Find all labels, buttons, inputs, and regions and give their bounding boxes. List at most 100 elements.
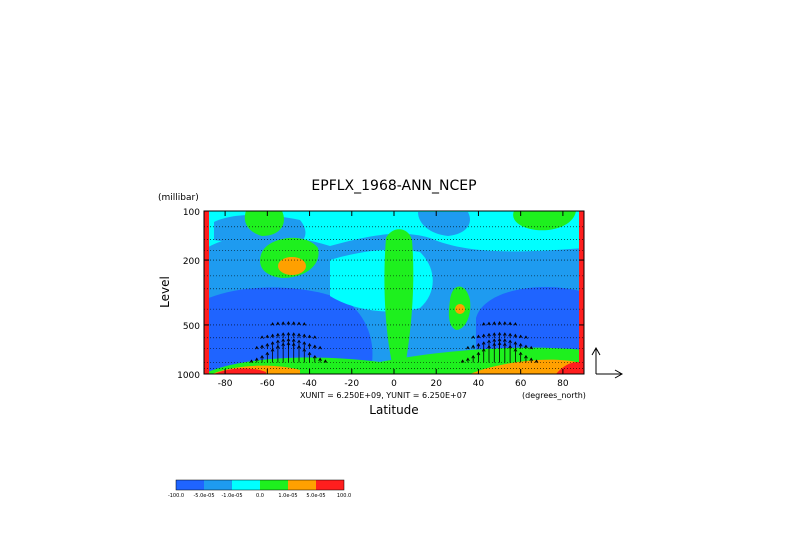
x-tick-label: -60 xyxy=(260,379,275,389)
legend-swatch xyxy=(204,480,232,490)
y-tick-label: 1000 xyxy=(177,371,200,381)
contour-green-upper-sh xyxy=(244,211,284,236)
contour-surface-red xyxy=(214,362,584,374)
legend-label: 1.0e-05 xyxy=(278,493,297,499)
y-tick-label: 200 xyxy=(183,257,200,267)
contour-surface-orange xyxy=(212,359,584,374)
flux-vector-head xyxy=(286,332,291,336)
flux-vector-head xyxy=(307,342,312,347)
flux-vector-head xyxy=(502,332,507,336)
flux-vector-head xyxy=(307,351,312,356)
flux-vector-head xyxy=(497,332,502,336)
legend-label: -5.0e-05 xyxy=(194,493,215,499)
legend-swatch xyxy=(176,480,204,490)
flux-vector-head xyxy=(302,341,307,345)
x-tick-label: 60 xyxy=(515,379,527,389)
legend-swatch xyxy=(260,480,288,490)
flux-vector-head xyxy=(466,357,470,362)
y-axis-label: Level xyxy=(158,276,172,308)
legend-swatch xyxy=(232,480,260,490)
flux-vector-head xyxy=(460,359,465,363)
contour-cyan-mid xyxy=(330,249,433,312)
flux-vector-head xyxy=(307,334,312,339)
flux-vector-head xyxy=(513,341,518,345)
flux-vector-head xyxy=(529,357,534,362)
legend-frame xyxy=(175,479,345,491)
flux-vector-head xyxy=(318,357,322,362)
flux-vector-head xyxy=(524,335,528,339)
x-tick-label: 80 xyxy=(557,379,569,389)
contour-green-equator xyxy=(384,229,414,372)
flux-vector-head xyxy=(265,342,270,347)
flux-vector-head xyxy=(502,338,507,342)
flux-vector-head xyxy=(312,335,317,339)
contour-orange-sh xyxy=(278,257,306,275)
flux-vector-head xyxy=(276,321,280,326)
flux-vector-head xyxy=(481,322,486,326)
flux-vector-head xyxy=(302,333,307,338)
flux-vector-head xyxy=(270,322,275,326)
flux-vector-head xyxy=(297,339,301,344)
flux-vector-head xyxy=(323,359,328,363)
flux-vector-head xyxy=(270,348,275,352)
y-tick-label: 100 xyxy=(183,208,200,218)
legend-label: 5.0e-05 xyxy=(306,493,325,499)
flux-vector-head xyxy=(281,338,286,342)
flux-vector-head xyxy=(492,321,497,325)
flux-vector-head xyxy=(502,321,507,325)
contour-blue-upper-eq xyxy=(418,212,470,236)
flux-vector-head xyxy=(297,332,301,337)
flux-vector-head xyxy=(524,344,528,349)
flux-vector-head xyxy=(260,344,264,349)
x-axis-unit: (degrees_north) xyxy=(522,391,586,400)
flux-vector-head xyxy=(518,342,523,347)
x-axis-ticks: -80 -60 -40 -20 0 20 40 60 80 xyxy=(218,211,569,389)
flux-vector-head xyxy=(497,321,502,325)
flux-vector-head xyxy=(312,354,317,359)
flux-vector-head xyxy=(492,338,497,342)
flux-vector-head xyxy=(513,333,518,338)
x-tick-label: -20 xyxy=(344,379,359,389)
flux-vector-head xyxy=(471,335,476,339)
flux-vector-head xyxy=(471,354,476,359)
flux-vector-head xyxy=(265,351,270,356)
flux-vector-head xyxy=(291,332,296,336)
flux-vector-head xyxy=(518,334,523,339)
flux-vector-head xyxy=(524,354,528,359)
flux-vector-head xyxy=(487,332,491,337)
contour-green-upper-nh xyxy=(513,211,576,231)
contour-south-pole-edge xyxy=(204,211,209,374)
x-tick-label: -40 xyxy=(302,379,317,389)
ep-flux-vectors xyxy=(249,321,539,363)
flux-vector-head xyxy=(276,332,280,337)
flux-vector-head xyxy=(487,339,491,344)
flux-vector-head xyxy=(476,351,481,356)
flux-vector-head xyxy=(281,332,286,336)
x-tick-label: 40 xyxy=(473,379,485,389)
flux-vector-head xyxy=(286,321,291,325)
flux-vector-head xyxy=(508,332,512,337)
flux-vector-head xyxy=(286,337,291,342)
flux-vector-head xyxy=(302,322,307,326)
flux-vector-head xyxy=(254,357,259,362)
flux-vector-head xyxy=(270,341,275,345)
flux-vector-head xyxy=(297,321,301,326)
flux-vector-head xyxy=(260,335,264,339)
flux-vector-head xyxy=(276,339,280,344)
flux-vector-head xyxy=(508,339,512,344)
legend-label: 0.0 xyxy=(256,493,264,499)
x-axis-label: Latitude xyxy=(369,403,418,417)
flux-vector-head xyxy=(318,345,322,350)
flux-vector-head xyxy=(492,332,497,336)
contour-field xyxy=(204,211,584,374)
x-tick-label: -80 xyxy=(218,379,233,389)
legend-label: -1.0e-05 xyxy=(222,493,243,499)
flux-vector-head xyxy=(270,333,275,338)
flux-vector-head xyxy=(476,342,481,347)
flux-vector-head xyxy=(513,348,518,352)
flux-vector-head xyxy=(281,321,286,325)
flux-vector-head xyxy=(291,338,296,342)
flux-vector-head xyxy=(497,337,502,342)
legend-label: 100.0 xyxy=(337,493,351,499)
